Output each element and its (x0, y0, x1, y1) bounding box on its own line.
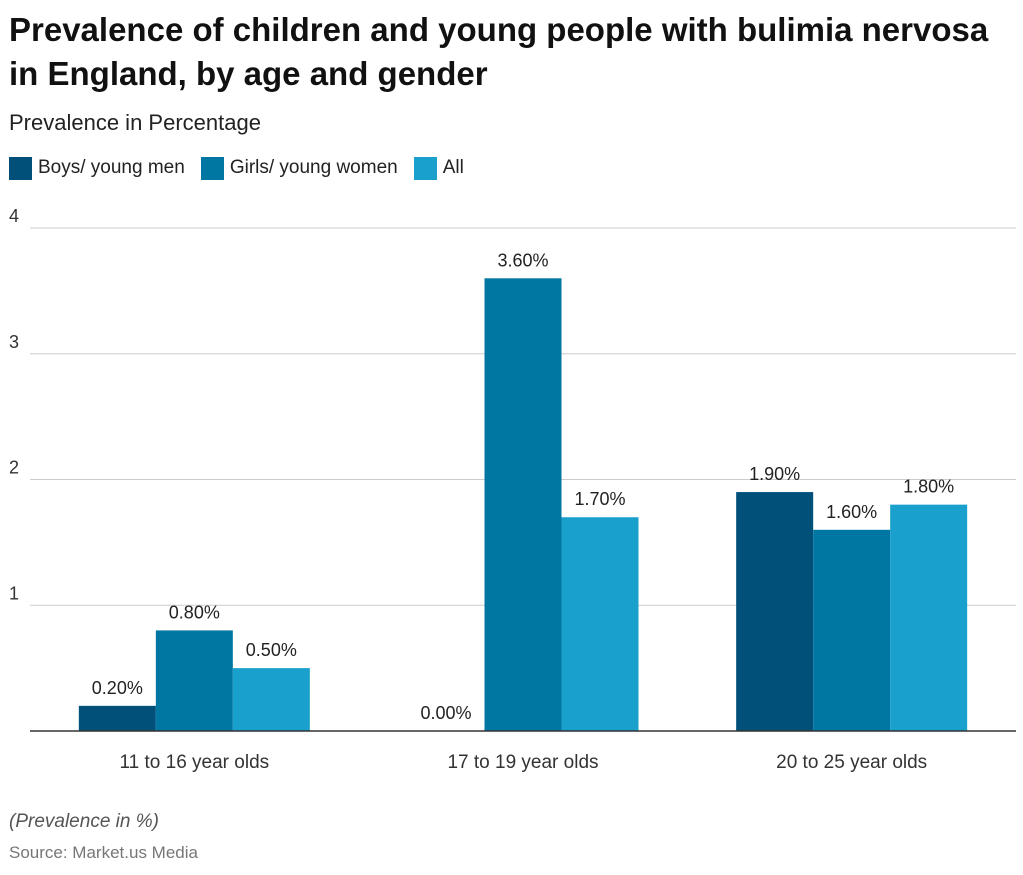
data-label-1-2: 1.70% (574, 489, 625, 509)
chart-title: Prevalence of children and young people … (9, 11, 989, 92)
y-tick-label-1: 1 (9, 583, 19, 603)
legend-label-boys: Boys/ young men (38, 157, 185, 178)
data-label-2-2: 1.80% (903, 477, 954, 497)
y-tick-label-2: 2 (9, 458, 19, 478)
bar-2-0 (736, 492, 814, 731)
data-label-0-0: 0.20% (92, 678, 143, 698)
y-tick-label-4: 4 (9, 206, 19, 226)
legend-label-girls: Girls/ young women (229, 157, 398, 178)
x-tick-label-1: 17 to 19 year olds (447, 752, 598, 773)
legend-label-all: All (442, 157, 464, 178)
data-label-0-1: 0.80% (169, 602, 220, 622)
y-tick-label-3: 3 (9, 332, 19, 352)
bar-0-2 (232, 668, 310, 731)
chart-note: (Prevalence in %) (9, 811, 159, 832)
legend: Boys/ young men Girls/ young women All (9, 155, 480, 181)
data-label-1-0: 0.00% (420, 703, 471, 723)
bar-chart: 1 2 3 4 0.20% 0.80% 0.50% 11 to 16 year olds 0.0… (9, 206, 1016, 773)
data-label-2-0: 1.90% (749, 464, 800, 484)
legend-swatch-girls (200, 156, 224, 180)
x-tick-label-2: 20 to 25 year olds (776, 752, 927, 773)
chart-source: Source: Market.us Media (9, 843, 198, 862)
bar-0-1 (155, 630, 233, 731)
legend-swatch-boys (9, 156, 32, 180)
bar-2-2 (890, 504, 968, 731)
legend-item-all: All (413, 155, 464, 181)
bar-1-1 (484, 278, 562, 731)
legend-item-boys: Boys/ young men (9, 155, 185, 181)
chart-subtitle: Prevalence in Percentage (9, 110, 261, 135)
legend-item-girls: Girls/ young women (200, 155, 398, 181)
data-label-0-2: 0.50% (246, 640, 297, 660)
bar-1-2 (561, 517, 639, 731)
bar-0-0 (78, 705, 156, 731)
x-tick-label-0: 11 to 16 year olds (120, 752, 270, 773)
bar-2-1 (813, 529, 891, 731)
data-label-2-1: 1.60% (826, 502, 877, 522)
data-label-1-1: 3.60% (497, 250, 548, 270)
legend-swatch-all (413, 156, 437, 180)
